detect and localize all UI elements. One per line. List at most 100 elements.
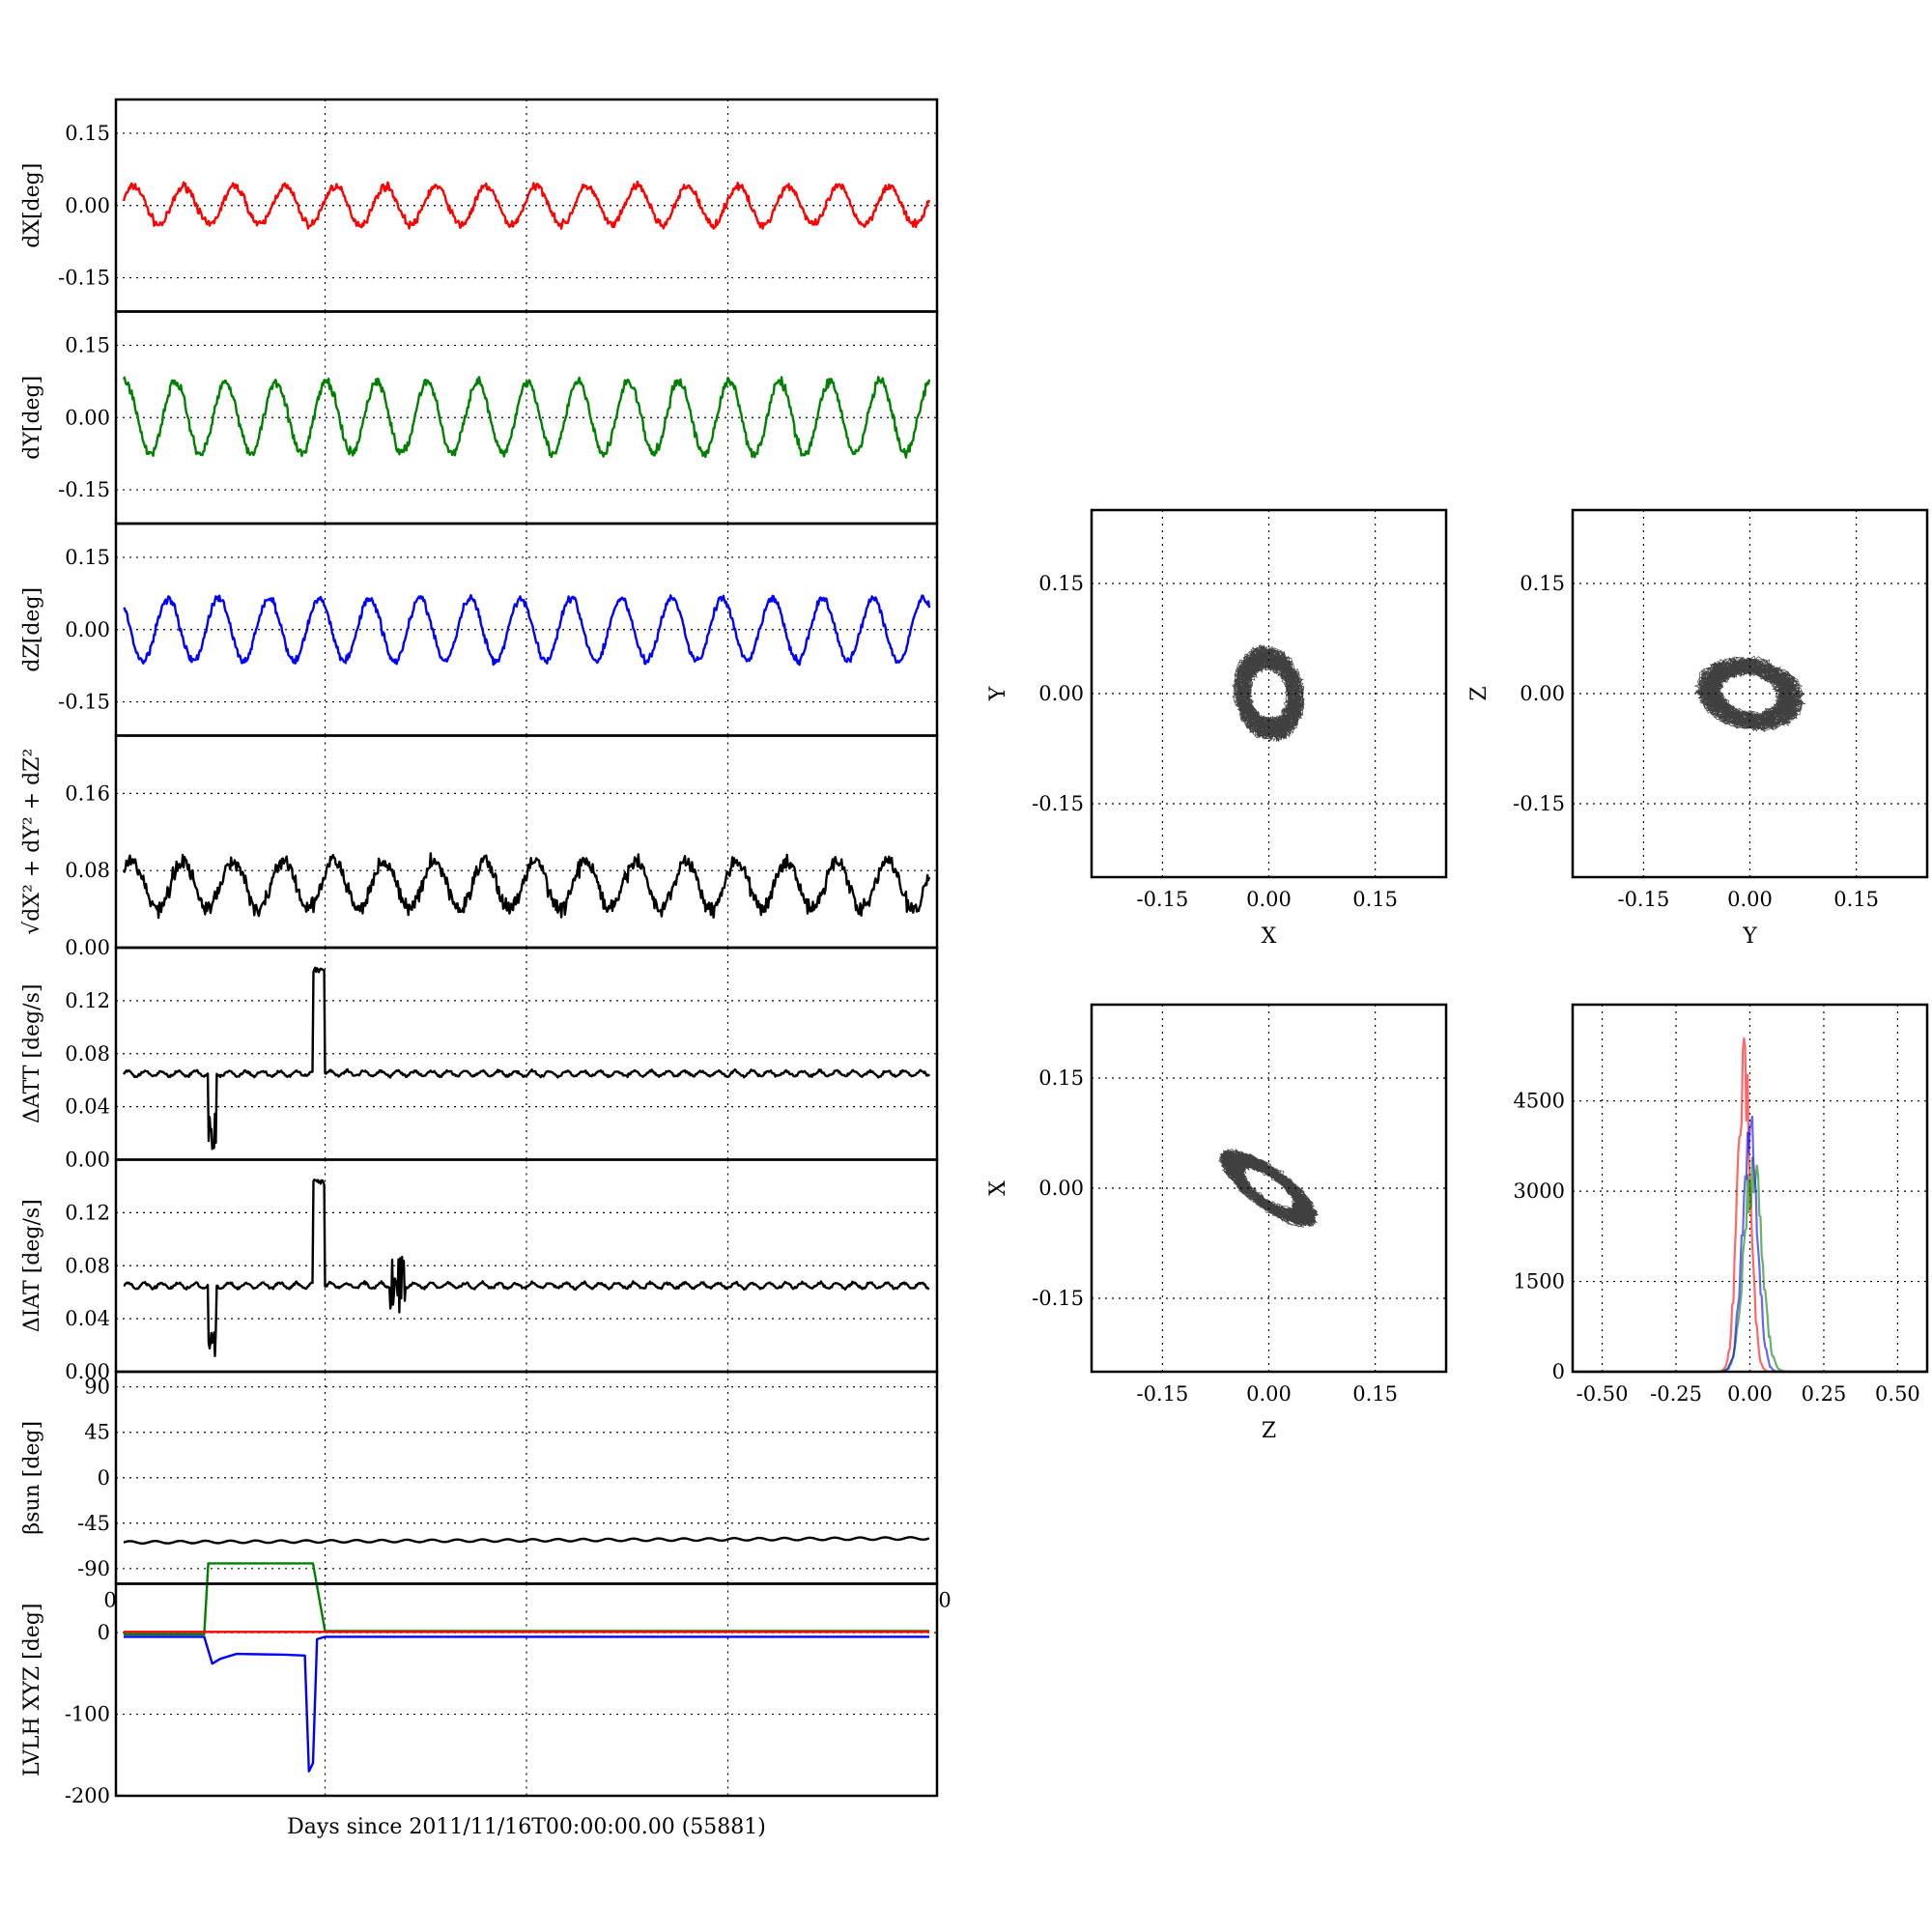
xtick-label: -0.25 [1650, 1382, 1702, 1406]
ytick-label: 0.00 [65, 936, 110, 959]
xtick-label: 0.00 [1727, 1382, 1773, 1406]
series-line [122, 966, 930, 1151]
ytick-label: 0 [98, 1621, 110, 1644]
xtick-label: 0.15 [1352, 1382, 1398, 1406]
ytick-label: 0.00 [65, 1360, 110, 1383]
time-panel-4: 0.16 0.08 0.00 √dX² + dY² + dZ² [20, 734, 939, 959]
ytick-label: 45 [84, 1421, 110, 1444]
ytick-label: 0.08 [65, 1042, 110, 1065]
ytick-label: 0.00 [65, 406, 110, 429]
series-line [122, 376, 931, 459]
panel-frame [1090, 508, 1448, 879]
ytick-label: 0.00 [1520, 682, 1565, 705]
ylabel: dX[deg] [20, 163, 44, 248]
xtick-label: -0.15 [1617, 888, 1669, 911]
panel-frame [114, 1582, 939, 1798]
ytick-label: 0.15 [65, 333, 110, 356]
ytick-label: 0.15 [65, 546, 110, 569]
ytick-label: 0.16 [65, 781, 110, 805]
xtick-label: 0.25 [1802, 1382, 1847, 1406]
ytick-label: 0.00 [65, 1149, 110, 1172]
time-panel-5: 0.12 0.08 0.04 0.00 ΔATT [deg/s] [20, 946, 939, 1172]
xlabel: X [1262, 924, 1277, 949]
time-panel-8: 0 -100 -200 LVLH XYZ [deg] 0 0 [20, 1562, 952, 1807]
ytick-label: -0.15 [58, 478, 110, 501]
ytick-label: 0.00 [1038, 1177, 1084, 1200]
ytick-label: 0.00 [1038, 682, 1084, 705]
ytick-label: 4500 [1514, 1090, 1565, 1113]
ytick-label: -0.15 [58, 691, 110, 714]
ytick-label: 0.04 [65, 1307, 110, 1330]
time-panel-2: 0.15 0.00 -0.15 dY[deg] [20, 310, 939, 526]
ytick-label: -200 [65, 1784, 110, 1807]
xtick-label: -0.15 [1136, 888, 1188, 911]
ytick-label: 0 [98, 1466, 110, 1490]
scatter-panel-3: -0.15 -0.15 0.00 0.00 0.15 0.15 Z X [986, 1003, 1448, 1443]
ytick-label: 0.00 [65, 618, 110, 641]
corner-tick-right: 0 [938, 1589, 951, 1612]
time-panel-6: 0.12 0.08 0.04 0.00 ΔIAT [deg/s] [20, 1158, 939, 1383]
ylabel: X [986, 1180, 1010, 1196]
scatter-trace [1218, 1149, 1319, 1228]
ytick-label: 0.12 [65, 1201, 110, 1224]
xtick-label: -0.15 [1136, 1382, 1188, 1406]
ylabel: dY[deg] [20, 376, 44, 460]
ylabel: dZ[deg] [20, 587, 44, 672]
ytick-label: 0.08 [65, 1254, 110, 1277]
ytick-label: -0.15 [1032, 792, 1084, 815]
series-line [123, 593, 931, 667]
ylabel: Z [1467, 686, 1492, 700]
xtick-label: 0.00 [1246, 888, 1292, 911]
series-line [123, 1536, 930, 1546]
xtick-label: 0.15 [1833, 888, 1879, 911]
ylabel: ΔIAT [deg/s] [20, 1199, 44, 1332]
ytick-label: 0.04 [65, 1095, 110, 1119]
ytick-label: -0.15 [58, 267, 110, 290]
panel-frame [114, 734, 939, 950]
ytick-label: 0.15 [65, 122, 110, 145]
series-line [124, 1635, 929, 1773]
time-panel-3: 0.15 0.00 -0.15 dZ[deg] [20, 522, 939, 737]
ylabel: ΔATT [deg/s] [20, 984, 44, 1123]
scatter-panel-2: -0.15 -0.15 0.00 0.00 0.15 0.15 Y Z [1467, 508, 1929, 949]
ylabel: LVLH XYZ [deg] [20, 1604, 44, 1777]
xtick-label: 0.00 [1246, 1382, 1292, 1406]
ytick-label: 90 [84, 1376, 110, 1399]
ytick-label: -0.15 [1513, 792, 1565, 815]
series-line [122, 180, 931, 230]
ytick-label: 0.15 [1520, 572, 1565, 595]
ytick-label: 0.00 [65, 194, 110, 217]
corner-tick-left: 0 [103, 1589, 116, 1612]
ytick-label: 0.15 [1038, 572, 1084, 595]
ytick-label: -45 [77, 1512, 110, 1535]
time-panel-1: 0.15 0.00 -0.15 dX[deg] [20, 98, 939, 313]
ytick-label: -0.15 [1032, 1287, 1084, 1310]
series-line [123, 1179, 930, 1358]
ylabel: Y [986, 686, 1010, 701]
ytick-label: -90 [77, 1557, 110, 1580]
scatter-panel-1: -0.15 -0.15 0.00 0.00 0.15 0.15 X Y [986, 508, 1448, 949]
ylabel: βsun [deg] [20, 1421, 44, 1535]
time-panel-7: 90 45 0 -45 -90 βsun [deg] [20, 1370, 939, 1585]
panel-frame [1571, 508, 1929, 879]
histogram-panel: -0.50 -0.25 0.00 0.25 0.50 4500 3000 1500 0 [1514, 1003, 1929, 1406]
xtick-label: 0.50 [1875, 1382, 1920, 1406]
panel-frame [1090, 1003, 1448, 1374]
ytick-label: 0.15 [1038, 1066, 1084, 1090]
ytick-label: 0.08 [65, 859, 110, 882]
ytick-label: 0.12 [65, 989, 110, 1012]
ylabel: √dX² + dY² + dZ² [20, 749, 44, 935]
series-line [123, 852, 931, 920]
xtick-label: 0.00 [1727, 888, 1773, 911]
xtick-label: 0.15 [1352, 888, 1398, 911]
ytick-label: 3000 [1514, 1179, 1565, 1203]
scatter-trace [1232, 643, 1305, 743]
xtick-label: -0.50 [1577, 1382, 1629, 1406]
ytick-label: 0 [1552, 1360, 1565, 1383]
time-axis-label: Days since 2011/11/16T00:00:00.00 (55881… [287, 1815, 766, 1839]
xlabel: Y [1742, 924, 1757, 949]
xlabel: Z [1262, 1419, 1276, 1443]
ytick-label: -100 [65, 1703, 110, 1726]
scatter-trace [1693, 655, 1806, 733]
